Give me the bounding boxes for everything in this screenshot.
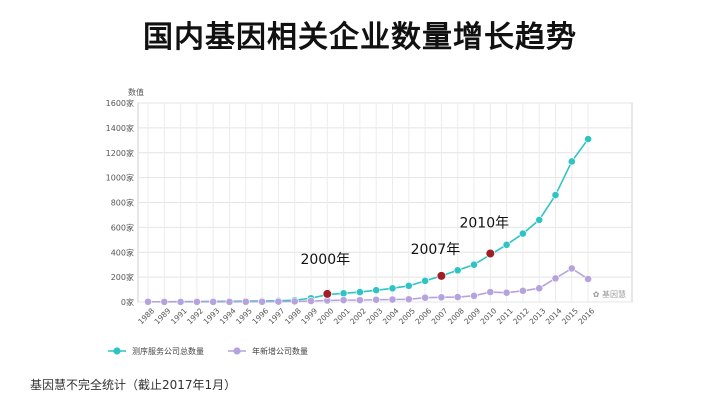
legend-marker: [113, 347, 121, 355]
series-2-point: [535, 284, 544, 293]
series-2-point: [192, 297, 201, 306]
x-tick-label: 1991: [169, 306, 189, 326]
y-axis-title: 数值: [128, 87, 144, 97]
legend-label: 年新增公司数量: [252, 346, 308, 356]
grid-layer: [137, 102, 633, 303]
series-2-point: [567, 264, 576, 273]
series-2-point: [274, 297, 283, 306]
series-1-point: [404, 281, 413, 290]
x-tick-label: 1994: [218, 306, 238, 326]
series-2-point: [144, 297, 152, 306]
series-1-point: [519, 229, 527, 238]
series-1-point: [355, 288, 364, 296]
y-tick-label: 400家: [111, 247, 134, 257]
x-tick-label: 2011: [495, 306, 515, 326]
annotation-marker: [436, 271, 447, 281]
series-2-point: [388, 295, 397, 304]
legend-marker: [233, 347, 241, 355]
series-2-point: [421, 293, 429, 302]
series-2-point: [486, 288, 495, 296]
slide-title: 国内基因相关企业数量增长趋势: [143, 20, 577, 55]
series-1-point: [453, 266, 462, 275]
y-tick-label: 800家: [111, 198, 134, 208]
series-1-point: [388, 284, 397, 293]
series-2-point: [470, 291, 478, 300]
series-2-point: [519, 286, 527, 295]
series-2-point: [160, 297, 169, 306]
x-tick-label: 1997: [267, 306, 287, 326]
x-tick-label: 2016: [576, 306, 596, 326]
annotation-marker: [322, 289, 333, 299]
x-tick-label: 1993: [201, 306, 221, 326]
x-tick-label: 2002: [348, 306, 368, 326]
annotation-label: 2010年: [459, 215, 509, 231]
series-2-point: [502, 288, 511, 297]
series-layer: [144, 135, 592, 306]
series-1-point: [470, 260, 478, 269]
y-tick-label: 1400家: [106, 123, 134, 133]
series-2-point: [453, 293, 462, 301]
series-2-point: [307, 297, 315, 305]
series-2-point: [437, 293, 446, 302]
annotation-label: 2000年: [300, 252, 350, 268]
y-tick-label: 1200家: [106, 148, 134, 158]
x-tick-label: 2010: [479, 306, 499, 326]
x-tick-label: 2001: [332, 306, 352, 326]
series-1-point: [535, 216, 544, 224]
x-tick-label: 2006: [413, 306, 433, 326]
series-2-point: [404, 295, 413, 304]
series-1-point: [551, 191, 560, 199]
y-tick-label: 0家: [121, 297, 134, 307]
x-tick-label: 2008: [446, 306, 466, 326]
series-1-point: [584, 135, 592, 143]
series-2-point: [258, 297, 266, 306]
series-1-point: [502, 240, 511, 249]
x-tick-label: 1996: [250, 306, 270, 326]
x-tick-label: 2003: [364, 306, 384, 326]
x-tick-label: 2012: [511, 306, 531, 326]
x-tick-label: 2000: [316, 306, 336, 326]
series-2-point: [339, 296, 348, 305]
watermark-label: ✿ 基因慧: [593, 289, 626, 299]
y-tick-label: 600家: [111, 222, 134, 232]
x-tick-label: 2015: [560, 306, 580, 326]
series-2-point: [372, 295, 381, 304]
y-tick-label: 1600家: [106, 98, 134, 108]
series-1-point: [372, 286, 381, 295]
series-2-point: [584, 275, 592, 283]
footnote: 基因慧不完全统计（截止2017年1月）: [30, 378, 237, 392]
y-tick-label: 200家: [111, 272, 134, 282]
x-tick-label: 1998: [283, 306, 303, 326]
legend-layer: 测序服务公司总数量 年新增公司数量: [108, 346, 308, 356]
x-tick-label: 2004: [381, 306, 401, 326]
annotation-label: 2007年: [411, 242, 461, 258]
series-1-point: [421, 276, 429, 285]
series-line-2: [147, 267, 589, 303]
legend-label: 测序服务公司总数量: [132, 346, 204, 356]
series-1-point: [339, 289, 348, 298]
y-tick-label: 1000家: [106, 173, 134, 183]
x-tick-label: 2005: [397, 306, 417, 326]
series-2-point: [176, 297, 185, 306]
x-tick-label: 1992: [185, 306, 205, 326]
x-tick-label: 1989: [153, 306, 173, 326]
annotation-marker: [485, 248, 496, 259]
x-tick-label: 1999: [299, 306, 319, 326]
x-tick-label: 2007: [430, 306, 450, 326]
x-tick-label: 2009: [462, 306, 482, 326]
x-tick-label: 1988: [136, 306, 156, 326]
x-tick-label: 2013: [527, 306, 547, 326]
x-tick-label: 2014: [544, 306, 564, 326]
series-2-point: [551, 274, 560, 283]
series-2-point: [241, 297, 250, 306]
series-2-point: [225, 297, 234, 306]
series-2-point: [290, 297, 299, 306]
annotation-layer: 2000年 2007年 2010年: [300, 215, 509, 299]
series-2-point: [209, 297, 218, 306]
x-tick-label: 1995: [234, 306, 254, 326]
series-1-point: [567, 157, 576, 166]
series-2-point: [355, 296, 364, 305]
